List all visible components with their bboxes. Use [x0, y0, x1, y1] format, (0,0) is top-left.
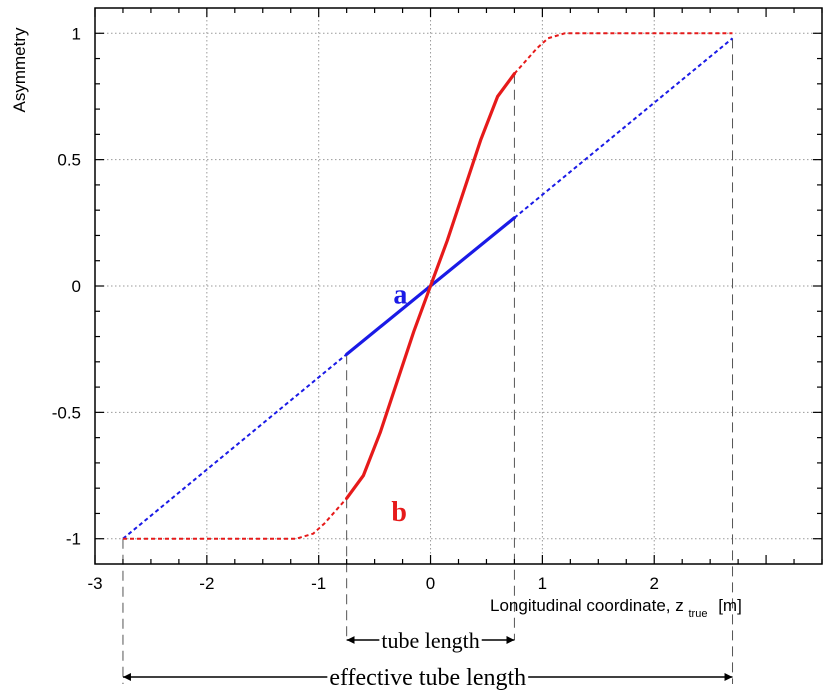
tick-labels: -3 -2 -1 0 1 2 -1 -0.5 0 0.5 1	[52, 24, 659, 593]
axis-ticks	[94, 8, 823, 564]
x-tick-label: -2	[199, 574, 214, 593]
y-tick-label: 1	[72, 24, 81, 43]
series-b-dashed	[513, 32, 733, 75]
effective-tube-length-label: effective tube length	[329, 665, 526, 691]
x-axis-label-unit: [m]	[718, 596, 742, 615]
tube-length-label: tube length	[381, 628, 479, 653]
x-axis-label-main: Longitudinal coordinate, z	[490, 596, 684, 615]
x-tick-label: -3	[87, 574, 102, 593]
tube-length-label-background	[379, 628, 482, 653]
x-axis-label-subscript: true	[688, 608, 707, 620]
x-tick-label: 2	[649, 574, 658, 593]
x-tick-label: 1	[538, 574, 547, 593]
series-a-label: a	[393, 280, 407, 311]
series-layer	[122, 32, 734, 540]
y-tick-label: -0.5	[52, 403, 81, 422]
x-axis-label: Longitudinal coordinate, z true [m]	[490, 596, 742, 621]
series-b-solid	[345, 72, 517, 500]
series-a-dashed	[513, 37, 734, 219]
series-b-label: b	[391, 497, 407, 528]
y-tick-label: -1	[66, 530, 81, 549]
y-axis-label: Asymmetry	[10, 27, 29, 113]
effective-tube-length-label-background	[327, 665, 529, 691]
y-tick-label: 0	[72, 277, 81, 296]
series-a-dashed	[122, 353, 348, 540]
grid-lines	[94, 8, 822, 564]
y-tick-label: 0.5	[57, 151, 81, 170]
x-tick-label: -1	[311, 574, 326, 593]
x-tick-label: 0	[426, 574, 435, 593]
series-b-dashed	[123, 497, 348, 540]
